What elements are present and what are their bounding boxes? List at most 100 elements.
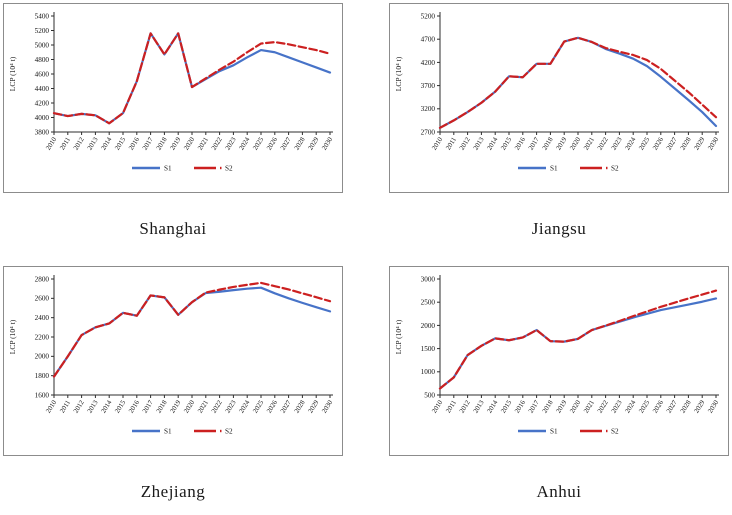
x-tick-label: 2025 <box>638 136 651 152</box>
legend-s1-label: S1 <box>164 428 172 436</box>
x-tick-label: 2016 <box>514 399 527 415</box>
x-tick-label: 2010 <box>45 399 58 415</box>
region-caption-shanghai: Shanghai <box>139 219 207 238</box>
region-caption-jiangsu: Jiangsu <box>531 219 587 238</box>
y-tick-label: 2700 <box>421 128 436 136</box>
x-tick-label: 2025 <box>252 136 265 152</box>
x-tick-label: 2017 <box>142 136 155 152</box>
x-tick-label: 2023 <box>610 399 623 415</box>
x-tick-label: 2030 <box>707 136 720 152</box>
legend-s1-label: S1 <box>550 165 558 173</box>
x-tick-label: 2021 <box>197 399 210 414</box>
panel-shanghai: 3800 4000 4200 4400 4600 4800 5000 5200 5400 2010… <box>3 3 343 266</box>
y-axis: 500 1000 1500 2000 2500 3000 <box>421 275 440 399</box>
legend-s2-label: S2 <box>611 165 619 173</box>
x-tick-label: 2017 <box>528 136 541 152</box>
y-axis: 1600 1800 2000 2200 2400 2600 2800 <box>35 275 54 399</box>
s2-line <box>438 289 718 390</box>
chart-box-anhui: 500 1000 1500 2000 2500 3000 2010 2011 2012 2013 2… <box>389 266 729 456</box>
axes <box>53 275 333 396</box>
x-tick-label: 2027 <box>666 399 679 415</box>
y-tick-label: 1600 <box>35 391 50 399</box>
s1-line <box>438 36 718 129</box>
x-tick-label: 2014 <box>486 399 499 415</box>
x-tick-label: 2016 <box>514 136 527 152</box>
x-tick-label: 2014 <box>486 136 499 152</box>
x-tick-label: 2025 <box>252 399 265 415</box>
x-tick-label: 2028 <box>293 136 306 152</box>
x-tick-label: 2029 <box>693 136 706 152</box>
x-tick-label: 2027 <box>280 136 293 152</box>
x-tick-label: 2023 <box>224 399 237 415</box>
x-tick-label: 2029 <box>693 399 706 415</box>
x-tick-label: 2014 <box>100 399 113 415</box>
x-tick-label: 2021 <box>583 136 596 151</box>
legend-s2-label: S2 <box>611 428 619 436</box>
chart-box-zhejiang: 1600 1800 2000 2200 2400 2600 2800 2010 2011 2012… <box>3 266 343 456</box>
x-tick-label: 2010 <box>431 136 444 152</box>
y-tick-label: 4200 <box>421 59 436 67</box>
legend-s2-label: S2 <box>225 165 233 173</box>
legend-s2-label: S2 <box>225 428 233 436</box>
x-tick-label: 2028 <box>679 136 692 152</box>
x-tick-label: 2012 <box>459 136 472 152</box>
y-tick-label: 5000 <box>35 41 50 49</box>
legend: S1 S2 <box>518 428 619 436</box>
shanghai-line-chart: 3800 4000 4200 4400 4600 4800 5000 5200 5400 2010… <box>8 12 335 173</box>
x-tick-label: 2018 <box>541 399 554 415</box>
x-tick-label: 2012 <box>73 136 86 152</box>
x-tick-label: 2030 <box>321 136 334 152</box>
x-tick-label: 2017 <box>528 399 541 415</box>
x-tick-label: 2015 <box>500 399 513 415</box>
x-tick-label: 2026 <box>652 136 665 152</box>
x-tick-label: 2024 <box>238 399 251 415</box>
x-tick-label: 2020 <box>183 399 196 415</box>
x-tick-label: 2027 <box>280 399 293 415</box>
x-tick-label: 2011 <box>59 399 72 414</box>
x-tick-label: 2015 <box>500 136 513 152</box>
s2-line <box>52 281 332 378</box>
x-tick-label: 2016 <box>128 399 141 415</box>
x-tick-label: 2015 <box>114 399 127 415</box>
x-tick-label: 2022 <box>211 399 224 415</box>
chart-box-jiangsu: 2700 3200 3700 4200 4700 5200 2010 2011 2012 2013… <box>389 3 729 193</box>
x-tick-label: 2020 <box>569 136 582 152</box>
y-tick-label: 1000 <box>421 368 436 376</box>
x-tick-label: 2026 <box>266 399 279 415</box>
x-tick-label: 2029 <box>307 136 320 152</box>
region-caption-anhui: Anhui <box>536 482 582 501</box>
axes <box>439 12 719 133</box>
x-tick-label: 2030 <box>321 399 334 415</box>
legend: S1 S2 <box>518 165 619 173</box>
x-tick-label: 2012 <box>459 399 472 415</box>
x-tick-label: 2028 <box>679 399 692 415</box>
panel-jiangsu: 2700 3200 3700 4200 4700 5200 2010 2011 2012 2013… <box>389 3 729 266</box>
y-axis-title: LCP (10⁴ t) <box>394 319 403 354</box>
x-tick-label: 2011 <box>445 136 458 151</box>
x-tick-label: 2011 <box>445 399 458 414</box>
legend: S1 S2 <box>132 428 233 436</box>
y-axis-title: LCP (10⁴ t) <box>8 56 17 91</box>
x-tick-label: 2010 <box>45 136 58 152</box>
y-tick-label: 5200 <box>35 27 50 35</box>
y-tick-label: 4000 <box>35 114 50 122</box>
panel-anhui: 500 1000 1500 2000 2500 3000 2010 2011 2012 2013 2… <box>389 266 729 515</box>
x-tick-label: 2026 <box>652 399 665 415</box>
x-tick-label: 2027 <box>666 136 679 152</box>
y-axis: 3800 4000 4200 4400 4600 4800 5000 5200 5400 <box>35 12 54 136</box>
y-tick-label: 3000 <box>421 275 436 283</box>
s1-line <box>52 32 332 125</box>
x-tick-label: 2022 <box>597 399 610 415</box>
x-tick-label: 2013 <box>86 136 99 152</box>
legend: S1 S2 <box>132 165 233 173</box>
x-tick-label: 2023 <box>224 136 237 152</box>
y-tick-label: 2000 <box>421 322 436 330</box>
y-tick-label: 3700 <box>421 82 436 90</box>
y-axis-title: LCP (10⁴ t) <box>8 319 17 354</box>
y-tick-label: 2500 <box>421 299 436 307</box>
x-axis: 2010 2011 2012 2013 2014 2015 2016 2017 2018 2019… <box>431 395 721 415</box>
jiangsu-line-chart: 2700 3200 3700 4200 4700 5200 2010 2011 2012 2013… <box>394 12 721 173</box>
x-tick-label: 2011 <box>59 136 72 151</box>
y-tick-label: 5200 <box>421 12 436 20</box>
